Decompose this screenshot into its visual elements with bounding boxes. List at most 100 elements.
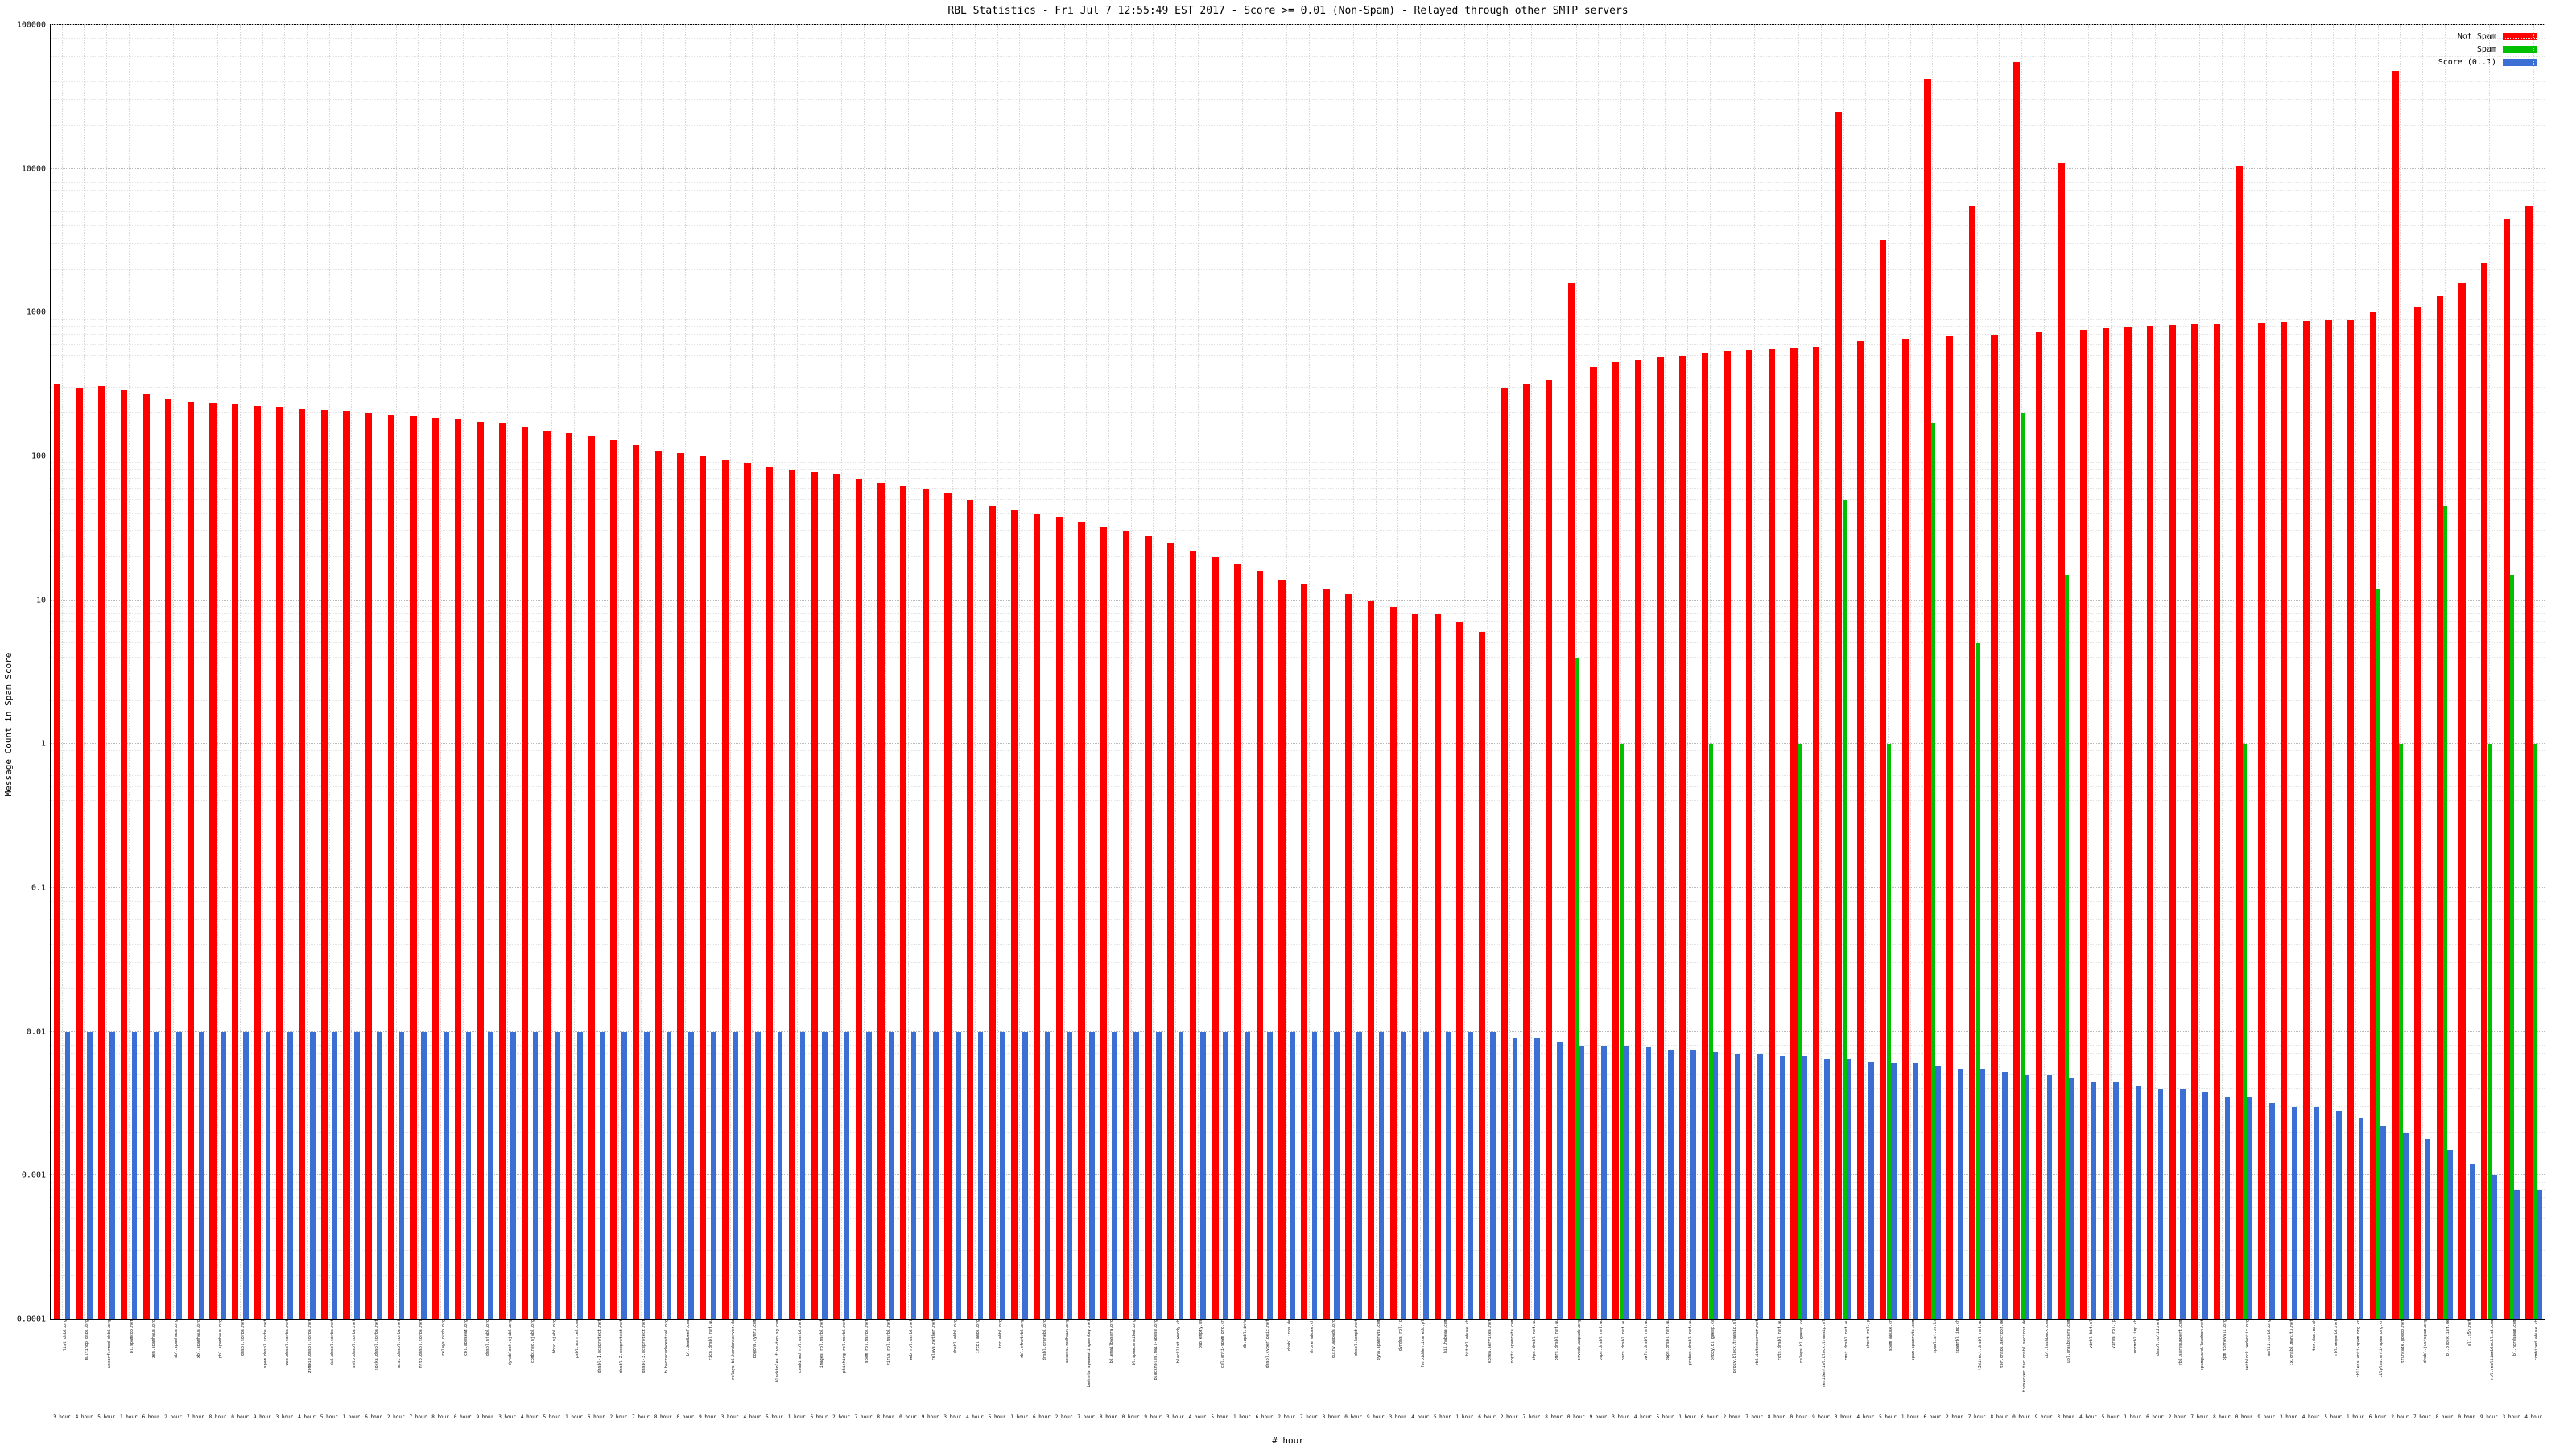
gridline-vertical bbox=[440, 25, 442, 1319]
x-tick-label: proxy.block.transip.nl bbox=[1732, 1319, 1738, 1373]
x-hour-label: 9 hour bbox=[699, 1414, 716, 1420]
bar-score bbox=[621, 1031, 627, 1319]
gridline-vertical bbox=[1108, 25, 1109, 1319]
bar-score bbox=[354, 1031, 360, 1319]
x-hour-label: 8 hour bbox=[1322, 1414, 1340, 1420]
x-tick-label: ircbl.ahbl.org bbox=[975, 1319, 980, 1354]
bar-not-spam bbox=[98, 386, 105, 1319]
x-hour-label: 4 hour bbox=[2524, 1414, 2542, 1420]
bar-not-spam bbox=[1078, 522, 1085, 1319]
legend-swatch bbox=[2503, 45, 2537, 53]
x-hour-label: 4 hour bbox=[298, 1414, 316, 1420]
x-tick-label: dynablock.njabl.org bbox=[508, 1319, 514, 1366]
bar-score bbox=[1044, 1031, 1051, 1319]
gridline-minor bbox=[51, 334, 2545, 336]
bar-not-spam bbox=[1835, 111, 1843, 1319]
bar-not-spam bbox=[254, 406, 262, 1319]
bar-not-spam bbox=[1924, 79, 1931, 1319]
x-tick-label: bl.deadbeef.com bbox=[686, 1319, 691, 1356]
x-hour-label: 2 hour bbox=[609, 1414, 628, 1420]
gridline-minor bbox=[51, 225, 2545, 226]
x-hour-label: 7 hour bbox=[632, 1414, 650, 1420]
bar-spam bbox=[1886, 744, 1891, 1319]
gridline-major bbox=[51, 743, 2545, 745]
bar-score bbox=[1267, 1031, 1273, 1319]
x-tick-label: virus.rbl.jp bbox=[2111, 1319, 2116, 1349]
x-tick-label: multihop.dsbl.org bbox=[85, 1319, 90, 1361]
x-hour-label: 5 hour bbox=[1211, 1414, 1229, 1420]
bar-not-spam bbox=[2235, 165, 2243, 1319]
x-tick-label: rdts.dnsbl.net.au bbox=[1777, 1319, 1782, 1361]
bar-not-spam bbox=[1345, 594, 1352, 1319]
gridline-minor bbox=[51, 1053, 2545, 1055]
bar-not-spam bbox=[1501, 387, 1509, 1319]
gridline-minor bbox=[51, 343, 2545, 345]
gridline-vertical bbox=[328, 25, 330, 1319]
x-tick-label: pbl.spamhaus.org bbox=[218, 1319, 224, 1359]
bar-score bbox=[1868, 1061, 1874, 1319]
bar-not-spam bbox=[1790, 347, 1798, 1319]
bar-spam bbox=[2533, 744, 2537, 1319]
bar-not-spam bbox=[187, 402, 195, 1319]
bar-score bbox=[910, 1031, 917, 1319]
x-hour-label: 0 hour bbox=[899, 1414, 917, 1420]
x-tick-label: smtp.dnsbl.sorbs.net bbox=[352, 1319, 357, 1368]
gridline-minor bbox=[51, 462, 2545, 464]
gridline-vertical bbox=[1063, 25, 1065, 1319]
bar-not-spam bbox=[320, 410, 328, 1319]
bar-score bbox=[2180, 1088, 2186, 1319]
x-tick-label: zen.spamhaus.org bbox=[151, 1319, 157, 1359]
x-tick-label: psbl.surriel.com bbox=[575, 1319, 580, 1359]
bar-not-spam bbox=[232, 404, 239, 1319]
bar-not-spam bbox=[2035, 332, 2042, 1319]
bar-not-spam bbox=[922, 488, 929, 1319]
bar-not-spam bbox=[53, 383, 61, 1319]
gridline-vertical bbox=[1999, 25, 2000, 1319]
bar-score bbox=[2491, 1175, 2498, 1319]
x-hour-label: 1 hour bbox=[119, 1414, 138, 1420]
bar-score bbox=[2157, 1088, 2164, 1319]
x-hour-label: 9 hour bbox=[1366, 1414, 1385, 1420]
bar-not-spam bbox=[2325, 320, 2332, 1319]
gridline-minor bbox=[51, 513, 2545, 514]
bar-score bbox=[2425, 1138, 2431, 1319]
bar-score bbox=[287, 1031, 293, 1319]
bar-score bbox=[2024, 1075, 2030, 1319]
gridline-vertical bbox=[1487, 25, 1488, 1319]
gridline-minor bbox=[51, 656, 2545, 658]
bar-score bbox=[1645, 1046, 1652, 1319]
x-tick-label: web.dnsbl.sorbs.net bbox=[285, 1319, 291, 1366]
bar-score bbox=[87, 1031, 93, 1319]
x-hour-label: 0 hour bbox=[2013, 1414, 2030, 1420]
bar-score bbox=[1979, 1069, 1986, 1319]
y-tick-label: 0.001 bbox=[21, 1170, 46, 1180]
gridline-minor bbox=[51, 469, 2545, 471]
gridline-minor bbox=[51, 1181, 2545, 1183]
x-hour-label: 8 hour bbox=[1100, 1414, 1117, 1420]
gridline-vertical bbox=[1598, 25, 1600, 1319]
bar-not-spam bbox=[276, 407, 283, 1319]
y-tick-label: 0.01 bbox=[26, 1027, 46, 1037]
gridline-vertical bbox=[1130, 25, 1132, 1319]
x-tick-label: owfs.dnsbl.net.au bbox=[1643, 1319, 1649, 1361]
gridline-vertical bbox=[796, 25, 798, 1319]
x-hour-label: 0 hour bbox=[453, 1414, 472, 1420]
x-tick-label: rbl.efnetrbl.org bbox=[1020, 1319, 1026, 1359]
x-hour-label: 3 hour bbox=[2057, 1414, 2075, 1420]
x-tick-label: ix.dnsbl.manitu.net bbox=[2289, 1319, 2294, 1366]
x-hour-label: 6 hour bbox=[810, 1414, 828, 1420]
x-hour-label: 9 hour bbox=[1812, 1414, 1830, 1420]
x-tick-label: truncate.gbudb.net bbox=[2401, 1319, 2406, 1364]
bar-score bbox=[1200, 1031, 1207, 1319]
bar-not-spam bbox=[2213, 323, 2221, 1319]
x-tick-label: dnsbl-1.uceprotect.net bbox=[597, 1319, 602, 1373]
bar-score bbox=[2247, 1097, 2253, 1319]
legend-label: Spam bbox=[2476, 44, 2496, 54]
x-hour-label: 3 hour bbox=[275, 1414, 294, 1420]
x-hour-label: 5 hour bbox=[988, 1414, 1006, 1420]
gridline-vertical bbox=[1286, 25, 1288, 1319]
x-hour-label: 1 hour bbox=[1010, 1414, 1029, 1420]
bar-not-spam bbox=[1880, 240, 1887, 1319]
x-tick-label: bhnc.njabl.org bbox=[552, 1319, 558, 1354]
bar-score bbox=[376, 1031, 382, 1319]
